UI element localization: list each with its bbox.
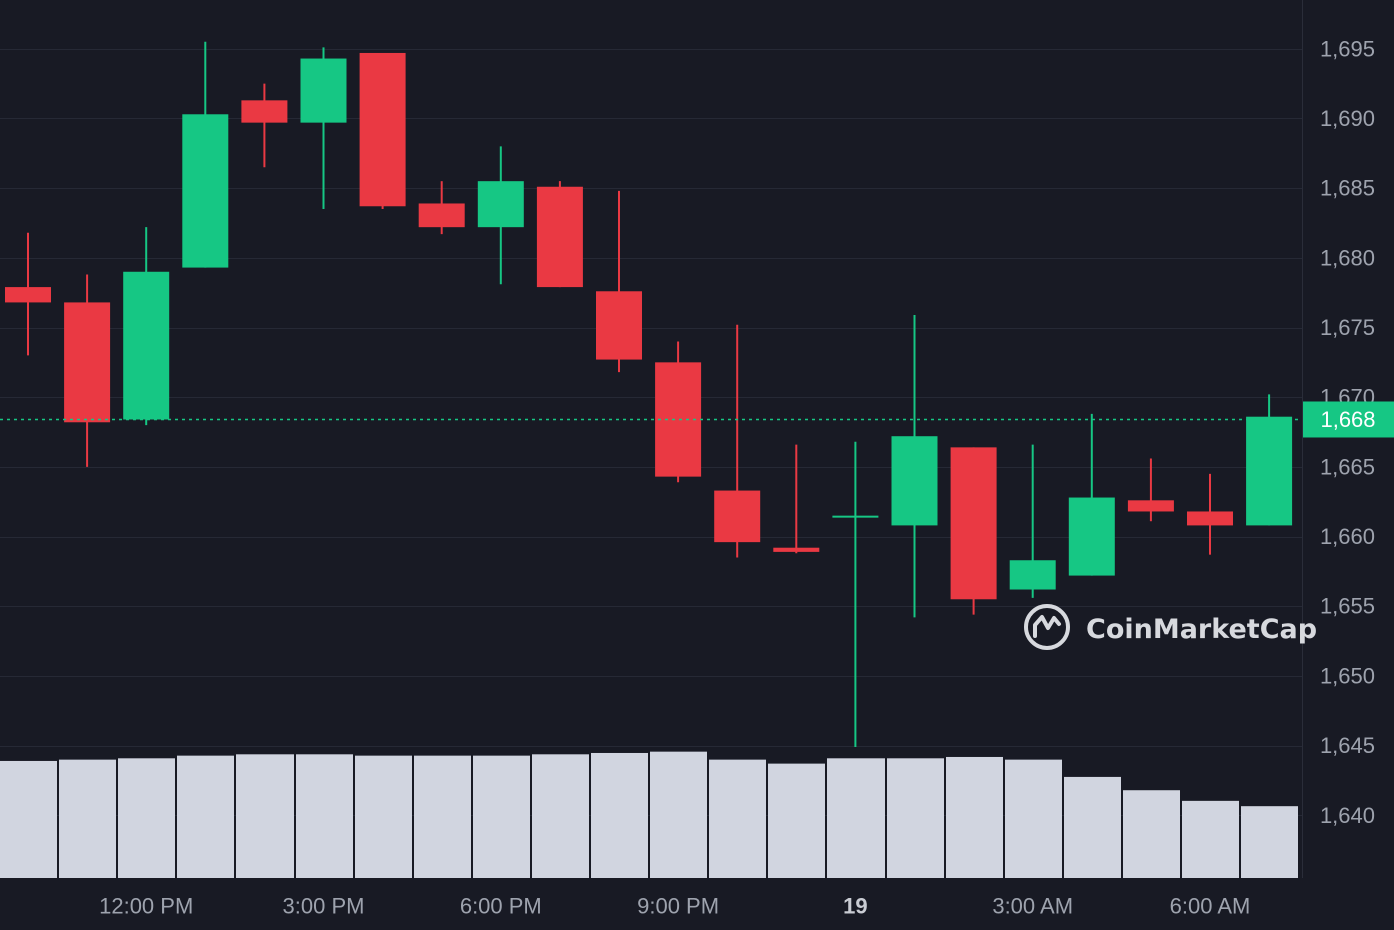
candle-down xyxy=(773,444,820,554)
candle-body xyxy=(241,100,288,123)
current-price-tag: 1,668 xyxy=(1303,401,1394,438)
candle-body xyxy=(418,203,465,228)
volume-bar xyxy=(236,754,294,878)
candle-down xyxy=(536,181,583,288)
coinmarketcap-logo-icon xyxy=(1024,604,1070,650)
candle-body xyxy=(1068,497,1115,576)
volume-bar xyxy=(1005,759,1062,878)
price-axis: 1,6951,6901,6851,6801,6751,6701,6651,660… xyxy=(1320,36,1375,828)
volume-bar xyxy=(650,751,707,878)
candle-body xyxy=(832,515,879,518)
volume-bar xyxy=(887,758,944,878)
candle-up xyxy=(300,47,347,210)
y-tick-label: 1,695 xyxy=(1320,36,1375,61)
candle-down xyxy=(359,52,406,210)
candle-up xyxy=(891,314,938,618)
candle-body xyxy=(182,114,229,268)
candle-up xyxy=(832,441,879,747)
candle-down xyxy=(5,232,51,356)
watermark-text: CoinMarketCap xyxy=(1086,614,1317,645)
candle-body xyxy=(123,271,170,420)
candle-up xyxy=(123,227,170,426)
x-tick-label: 6:00 PM xyxy=(460,894,542,919)
y-tick-label: 1,690 xyxy=(1320,106,1375,131)
candle-up xyxy=(477,146,524,285)
volume-bar xyxy=(118,758,175,878)
candle-down xyxy=(418,181,465,235)
candle-body xyxy=(536,186,583,288)
candle-body xyxy=(773,547,820,552)
volume-bar xyxy=(1241,806,1298,878)
candle-body xyxy=(5,287,51,303)
volume-bar xyxy=(414,755,471,878)
candle-body xyxy=(714,490,761,543)
time-axis: 12:00 PM 3:00 PM 6:00 PM 9:00 PM 19 3:00 AM 6:… xyxy=(99,894,1250,919)
y-tick-label: 1,675 xyxy=(1320,315,1375,340)
candle-down xyxy=(950,447,997,615)
candle-down xyxy=(1187,473,1233,555)
y-tick-label: 1,680 xyxy=(1320,245,1375,270)
candle-body xyxy=(950,447,997,600)
y-tick-label: 1,640 xyxy=(1320,803,1375,828)
volume-bar xyxy=(296,754,353,878)
volume-bar xyxy=(946,756,1003,878)
volume-bar xyxy=(768,763,825,878)
candle-body xyxy=(300,58,347,123)
volume-bar xyxy=(1064,776,1121,878)
candle-body xyxy=(891,436,938,526)
y-tick-label: 1,685 xyxy=(1320,176,1375,201)
candle-down xyxy=(241,83,288,168)
candle-down xyxy=(64,274,111,467)
volume-bar xyxy=(709,759,766,878)
candle-body xyxy=(1187,511,1233,526)
volume-bars xyxy=(0,751,1298,878)
candle-down xyxy=(714,324,761,558)
volume-bar xyxy=(591,752,648,878)
volume-bar xyxy=(473,755,530,878)
candle-body xyxy=(1246,416,1293,526)
volume-bar xyxy=(1182,800,1239,878)
candle-up xyxy=(182,41,229,268)
candle-up xyxy=(1009,444,1056,598)
volume-bar xyxy=(1123,790,1180,878)
candle-body xyxy=(64,302,111,423)
x-tick-label: 6:00 AM xyxy=(1170,894,1251,919)
volume-bar xyxy=(177,755,234,878)
candle-body xyxy=(359,52,406,207)
volume-bar xyxy=(532,754,589,878)
x-tick-label: 9:00 PM xyxy=(637,894,719,919)
y-tick-label: 1,660 xyxy=(1320,524,1375,549)
candle-body xyxy=(477,181,524,228)
x-tick-label: 3:00 AM xyxy=(992,894,1073,919)
candle-down xyxy=(655,341,702,483)
candle-body xyxy=(596,291,642,360)
y-tick-label: 1,650 xyxy=(1320,663,1375,688)
x-tick-label: 19 xyxy=(843,894,867,919)
candle-down xyxy=(596,190,642,373)
volume-bar xyxy=(0,760,57,878)
current-price-tag-background xyxy=(1303,401,1394,438)
current-price-tag-label: 1,668 xyxy=(1320,407,1375,432)
candle-down xyxy=(1127,458,1174,522)
candle-body xyxy=(1009,560,1056,590)
volume-bar xyxy=(59,759,116,878)
y-tick-label: 1,655 xyxy=(1320,594,1375,619)
candle-up xyxy=(1246,394,1293,526)
x-tick-label: 3:00 PM xyxy=(283,894,365,919)
candle-body xyxy=(1127,500,1174,512)
candle-up xyxy=(1068,413,1115,576)
y-tick-label: 1,645 xyxy=(1320,733,1375,758)
y-tick-label: 1,665 xyxy=(1320,454,1375,479)
volume-bar xyxy=(827,758,885,878)
watermark: CoinMarketCap xyxy=(1024,604,1317,650)
x-tick-label: 12:00 PM xyxy=(99,894,193,919)
volume-bar xyxy=(355,755,412,878)
